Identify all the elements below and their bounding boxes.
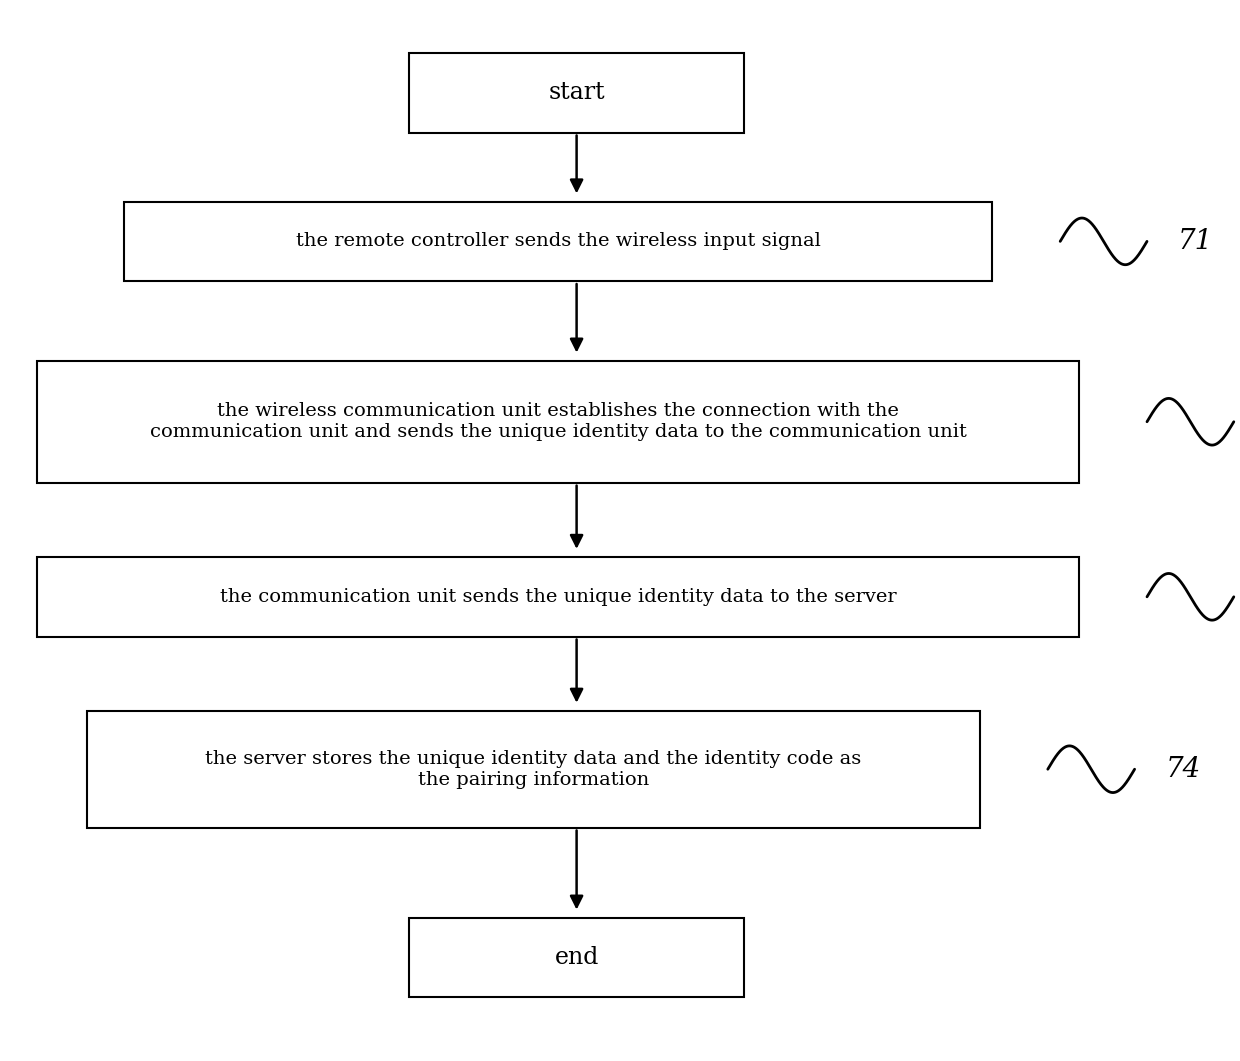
- FancyBboxPatch shape: [87, 711, 980, 828]
- Text: the communication unit sends the unique identity data to the server: the communication unit sends the unique …: [219, 588, 897, 606]
- Text: the remote controller sends the wireless input signal: the remote controller sends the wireless…: [295, 232, 821, 250]
- Text: 74: 74: [1166, 755, 1200, 783]
- FancyBboxPatch shape: [37, 361, 1079, 483]
- Text: start: start: [548, 82, 605, 104]
- FancyBboxPatch shape: [124, 202, 992, 281]
- Text: end: end: [554, 946, 599, 969]
- Text: the server stores the unique identity data and the identity code as
the pairing : the server stores the unique identity da…: [205, 750, 862, 788]
- Text: the wireless communication unit establishes the connection with the
communicatio: the wireless communication unit establis…: [150, 402, 966, 441]
- FancyBboxPatch shape: [37, 557, 1079, 637]
- FancyBboxPatch shape: [409, 918, 744, 997]
- FancyBboxPatch shape: [409, 53, 744, 133]
- Text: 71: 71: [1178, 228, 1213, 255]
